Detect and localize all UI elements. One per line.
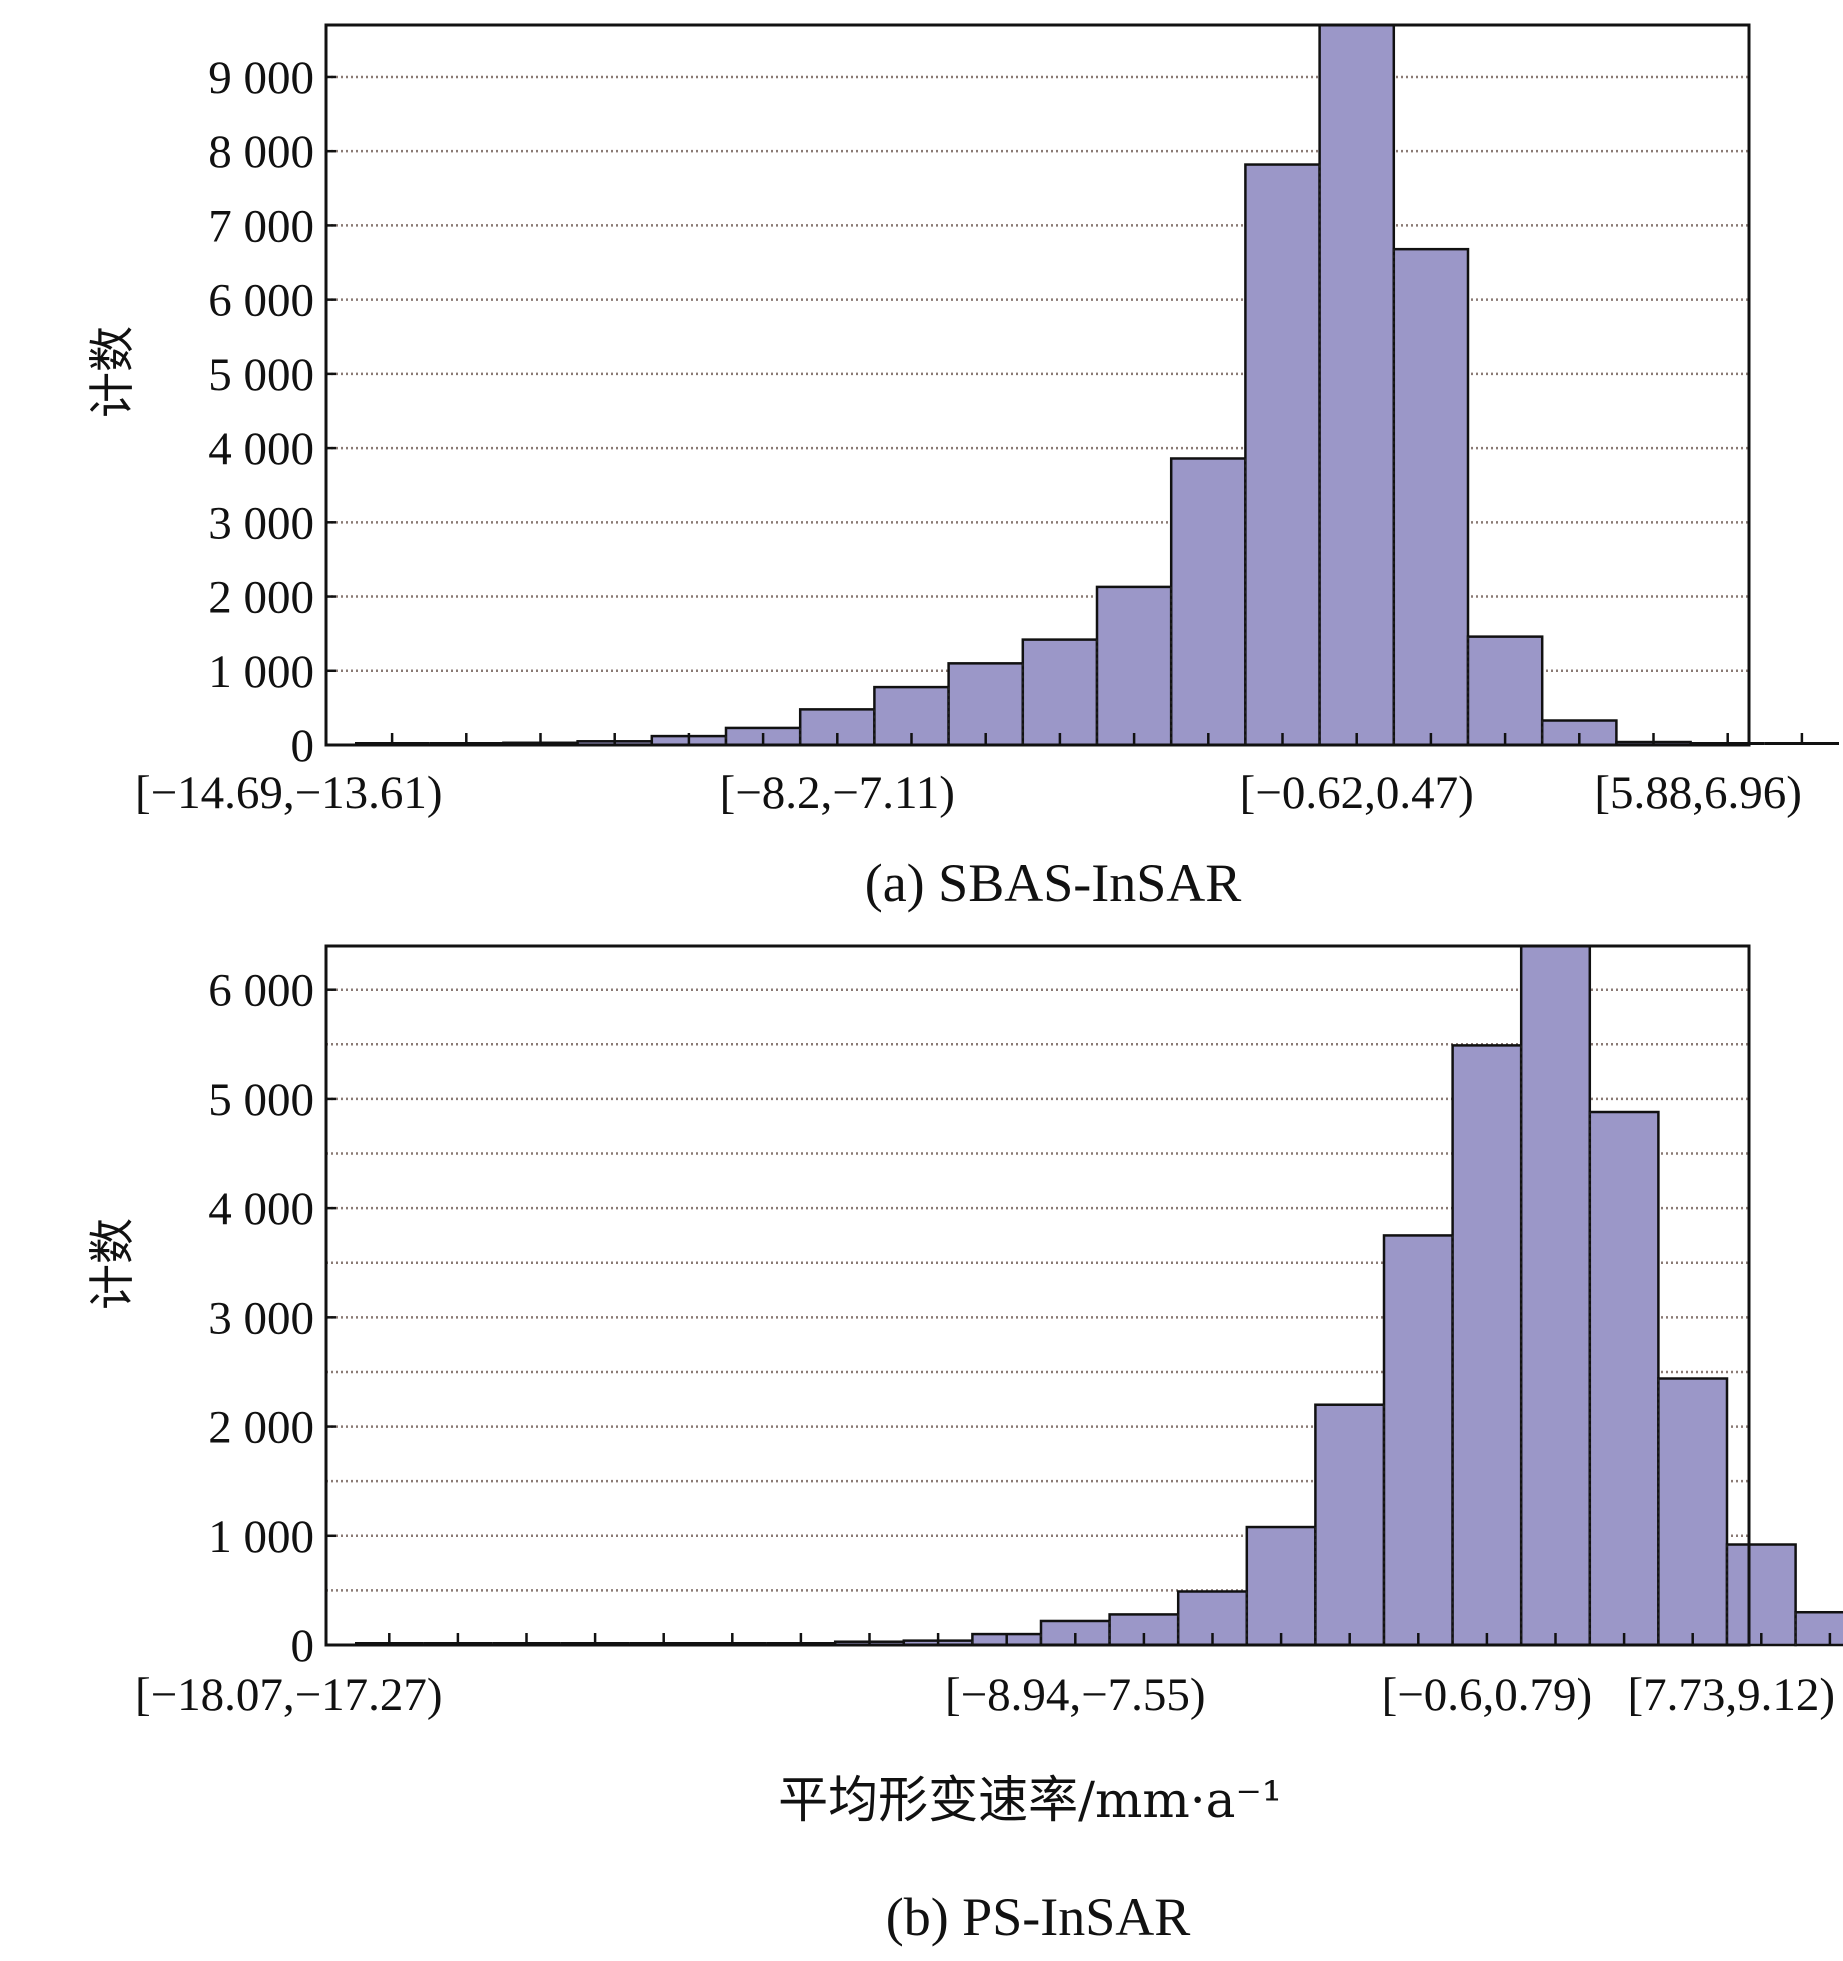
panel-b-y-tick-label: 6 000 (208, 965, 314, 1017)
panel-a-bar (947, 662, 1025, 747)
panel-b: 计数 0 1 000 2 000 3 000 4 000 5 000 6 000 [−18.… (85, 944, 1843, 1947)
panel-b-y-tick-label: 0 (291, 1620, 315, 1672)
panel-b-x-ticks: [−18.07,−17.27) [−8.94,−7.55) [−0.6,0.79) [… (135, 1633, 1835, 1721)
panel-b-x-tick-label: [−18.07,−17.27) (135, 1669, 443, 1721)
panel-b-x-tick-label: [7.73,9.12) (1627, 1669, 1835, 1721)
panel-a-y-tick-label: 5 000 (208, 349, 314, 401)
panel-a-x-tick-label: [−0.62,0.47) (1240, 767, 1474, 819)
panel-a-x-tick-label: [5.88,6.96) (1594, 767, 1802, 819)
panel-b-bar (1725, 1543, 1797, 1647)
panel-b-y-tick-label: 2 000 (208, 1402, 314, 1454)
panel-b-y-axis-title: 计数 (85, 1218, 139, 1310)
panel-b-plot-frame (324, 944, 1751, 1647)
panel-a-gridlines (326, 75, 1749, 673)
panel-a-bar (1466, 635, 1544, 747)
panel-b-y-tick-label: 4 000 (208, 1183, 314, 1235)
panel-b-x-tick-label: [−8.94,−7.55) (945, 1669, 1206, 1721)
panel-b-x-axis-title: 平均形变速率/mm·a⁻¹ (778, 1771, 1282, 1829)
panel-a-bars (355, 23, 1839, 747)
panel-a-y-tick-label: 4 000 (208, 423, 314, 475)
panel-a-y-tick-label: 9 000 (208, 52, 314, 104)
panel-a-y-ticks: 0 1 000 2 000 3 000 4 000 5 000 6 000 7 000 8 00… (208, 52, 336, 772)
panel-a-caption: (a) SBAS-InSAR (865, 853, 1242, 913)
panel-a-y-tick-label: 8 000 (208, 126, 314, 178)
panel-b-bar (1314, 1403, 1386, 1647)
panel-b-bar (1245, 1525, 1317, 1647)
panel-b-bar (1588, 1110, 1660, 1647)
panel-b-bar (1794, 1610, 1843, 1647)
panel-a-bar (1021, 638, 1099, 747)
panel-b-y-tick-label: 3 000 (208, 1292, 314, 1344)
panel-b-x-tick-label: [−0.6,0.79) (1382, 1669, 1593, 1721)
panel-b-bar (1657, 1377, 1729, 1647)
panel-b-bar (1382, 1234, 1454, 1647)
panel-a-bar (1169, 457, 1247, 747)
panel-a-y-tick-label: 6 000 (208, 275, 314, 327)
panel-b-bars (355, 944, 1843, 1647)
panel-a-y-tick-label: 0 (291, 720, 315, 772)
panel-b-bar (1451, 1044, 1523, 1647)
panel-b-bar (1519, 944, 1592, 1647)
panel-a-y-tick-label: 7 000 (208, 200, 314, 252)
panel-a-y-tick-label: 3 000 (208, 497, 314, 549)
panel-a-x-tick-label: [−8.2,−7.11) (720, 767, 955, 819)
panel-a-x-ticks: [−14.69,−13.61) [−8.2,−7.11) [−0.62,0.47) [… (135, 733, 1804, 819)
panel-a-y-tick-label: 1 000 (208, 646, 314, 698)
panel-b-caption: (b) PS-InSAR (886, 1887, 1191, 1947)
panel-a: 计数 0 1 000 2 000 3 000 4 000 5 000 6 000 7 000 8… (85, 23, 1839, 913)
panel-b-y-tick-label: 1 000 (208, 1511, 314, 1563)
panel-a-y-tick-label: 2 000 (208, 572, 314, 624)
panel-b-y-ticks: 0 1 000 2 000 3 000 4 000 5 000 6 000 (208, 965, 336, 1672)
panel-a-plot-frame (324, 23, 1751, 747)
panel-a-bar (1318, 23, 1396, 747)
panel-b-y-tick-label: 5 000 (208, 1074, 314, 1126)
panel-a-x-tick-label: [−14.69,−13.61) (135, 767, 443, 819)
panel-a-bar (1244, 163, 1321, 747)
panel-a-bar (1095, 585, 1173, 747)
panel-a-y-axis-title: 计数 (85, 326, 139, 418)
panel-a-bar (1392, 247, 1470, 747)
